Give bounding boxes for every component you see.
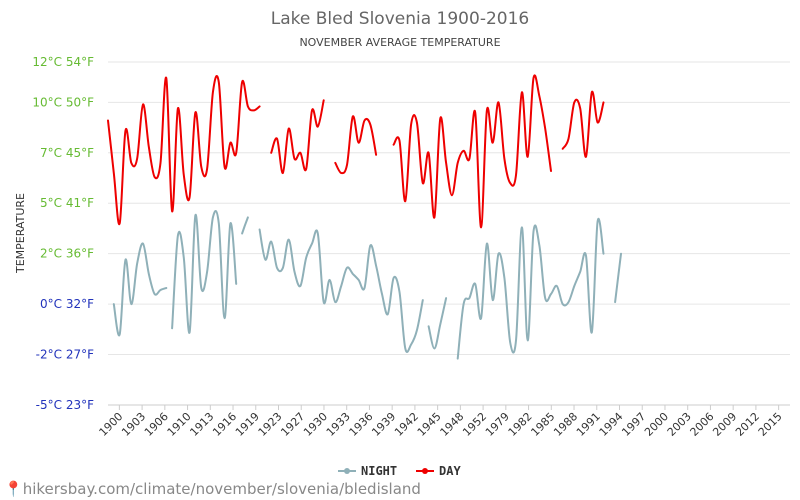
x-axis-ticks: 1900190319061910191319161919192319271930… xyxy=(96,405,785,439)
y-tick-label: 7°C 45°F xyxy=(40,146,94,160)
legend-day-marker xyxy=(422,468,428,474)
x-tick-label: 1939 xyxy=(369,410,398,439)
x-tick-label: 1982 xyxy=(506,410,535,439)
x-tick-label: 1933 xyxy=(324,410,353,439)
watermark-text: hikersbay.com/climate/november/slovenia/… xyxy=(22,480,421,498)
x-tick-label: 1991 xyxy=(574,410,603,439)
x-tick-label: 2000 xyxy=(642,410,671,439)
y-tick-label: 10°C 50°F xyxy=(32,95,94,109)
series-line-night xyxy=(112,242,168,337)
x-tick-label: 1997 xyxy=(619,410,648,439)
y-tick-label: 5°C 41°F xyxy=(40,196,94,210)
series-line-day xyxy=(561,90,605,158)
x-tick-label: 1910 xyxy=(165,410,194,439)
series-line-day xyxy=(107,75,261,226)
x-tick-label: 2003 xyxy=(665,410,694,439)
y-tick-label: 12°C 54°F xyxy=(32,55,94,69)
x-tick-label: 1945 xyxy=(415,410,444,439)
x-tick-label: 1979 xyxy=(483,410,512,439)
series-line-day xyxy=(334,115,378,175)
series-line-night xyxy=(171,210,238,334)
x-tick-label: 2012 xyxy=(733,410,762,439)
x-tick-label: 1985 xyxy=(528,410,557,439)
location-pin-icon: 📍 xyxy=(4,480,23,498)
x-tick-label: 1952 xyxy=(460,410,489,439)
legend-item-night[interactable]: NIGHT xyxy=(338,464,397,478)
x-tick-label: 2009 xyxy=(710,410,739,439)
y-tick-label: -5°C 23°F xyxy=(36,398,94,412)
chart-subtitle: NOVEMBER AVERAGE TEMPERATURE xyxy=(299,36,500,49)
x-tick-label: 1919 xyxy=(233,410,262,439)
series-line-night xyxy=(456,217,605,360)
series-line-day xyxy=(270,99,325,175)
series-line-night xyxy=(614,252,622,304)
x-tick-label: 1942 xyxy=(392,410,421,439)
x-tick-label: 1923 xyxy=(256,410,285,439)
x-tick-label: 1948 xyxy=(437,410,466,439)
series-line-night xyxy=(241,216,249,235)
x-tick-label: 1900 xyxy=(96,410,125,439)
x-tick-label: 1994 xyxy=(597,410,626,439)
x-tick-label: 1936 xyxy=(347,410,376,439)
y-tick-label: 2°C 36°F xyxy=(40,247,94,261)
x-tick-label: 1903 xyxy=(119,410,148,439)
chart-title: Lake Bled Slovenia 1900-2016 xyxy=(271,9,529,29)
y-axis-ticks: 12°C 54°F 10°C 50°F 7°C 45°F 5°C 41°F 2°C 36… xyxy=(32,55,94,412)
x-tick-label: 1930 xyxy=(301,410,330,439)
legend-night-label: NIGHT xyxy=(361,464,397,478)
legend-day-label: DAY xyxy=(439,464,461,478)
x-tick-label: 1988 xyxy=(551,410,580,439)
x-tick-label: 2015 xyxy=(756,410,785,439)
x-tick-label: 1927 xyxy=(278,410,307,439)
legend[interactable]: NIGHT DAY xyxy=(338,464,461,478)
legend-night-marker xyxy=(344,468,350,474)
series-line-night xyxy=(427,297,448,350)
series-line-day xyxy=(392,74,552,229)
y-tick-label: 0°C 32°F xyxy=(40,297,94,311)
series-line-night xyxy=(258,228,424,353)
grid xyxy=(108,61,790,406)
series-lines xyxy=(107,74,622,360)
x-tick-label: 1916 xyxy=(210,410,239,439)
legend-item-day[interactable]: DAY xyxy=(416,464,461,478)
x-tick-label: 1906 xyxy=(142,410,171,439)
x-tick-label: 1913 xyxy=(187,410,216,439)
y-tick-label: -2°C 27°F xyxy=(36,348,94,362)
watermark[interactable]: 📍hikersbay.com/climate/november/slovenia… xyxy=(4,480,421,498)
x-tick-label: 2006 xyxy=(688,410,717,439)
y-axis-label: TEMPERATURE xyxy=(14,193,27,274)
